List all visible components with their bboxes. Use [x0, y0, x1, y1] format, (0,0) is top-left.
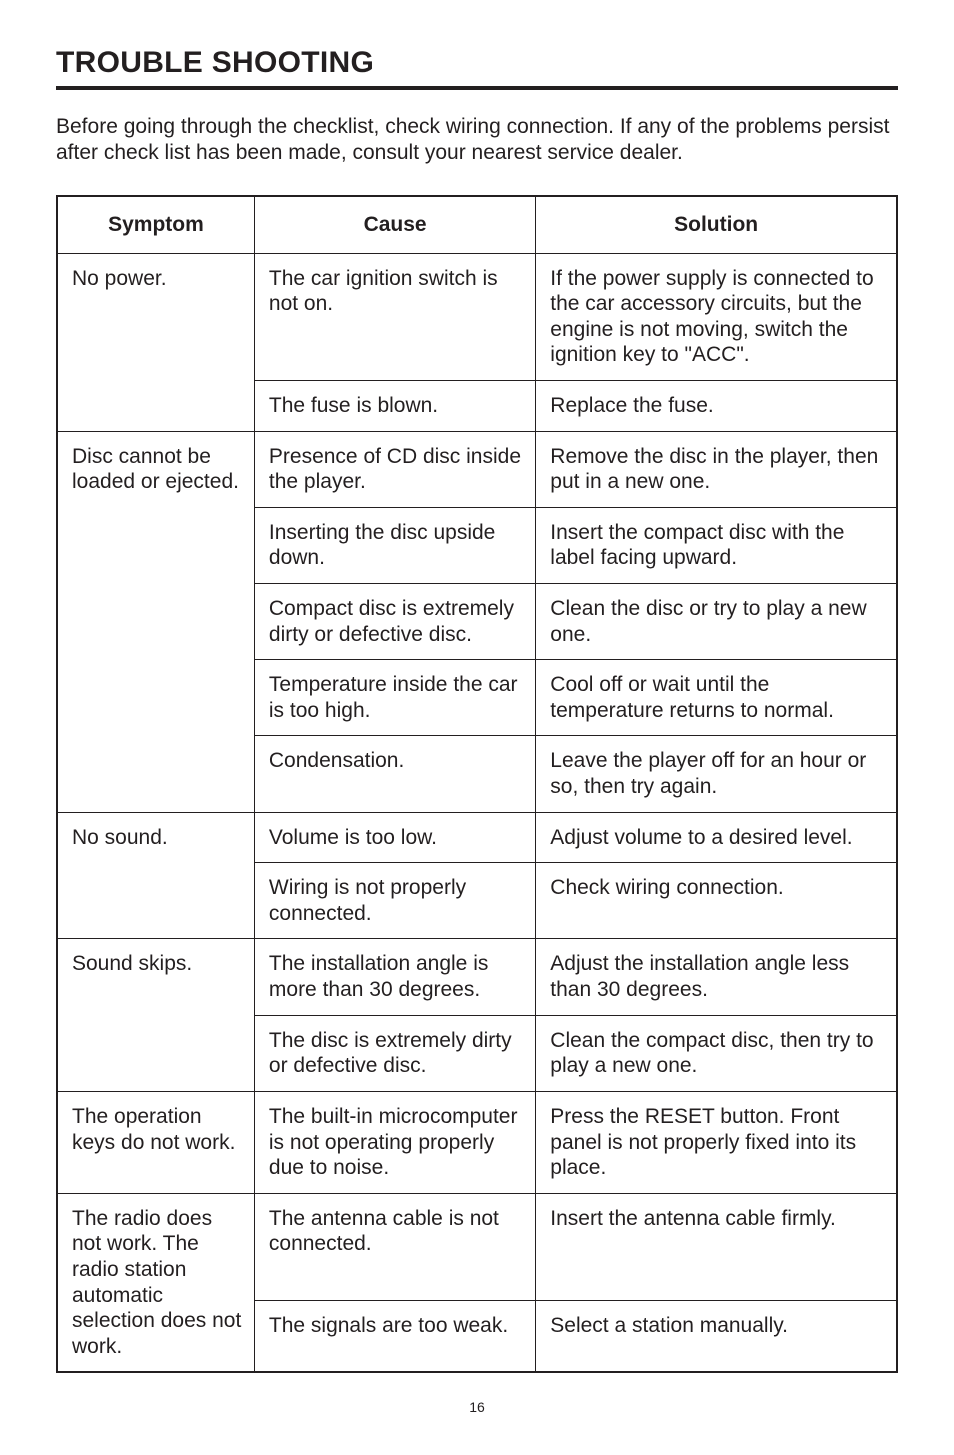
- cause-cell: Wiring is not properly connected.: [254, 863, 535, 939]
- cause-cell: The disc is extremely dirty or defective…: [254, 1015, 535, 1091]
- cause-cell: Compact disc is extremely dirty or defec…: [254, 583, 535, 659]
- intro-paragraph: Before going through the checklist, chec…: [56, 114, 898, 167]
- table-row: The radio does not work. The radio stati…: [57, 1193, 897, 1300]
- heading-rule: [56, 86, 898, 90]
- col-header-symptom: Symptom: [57, 196, 254, 254]
- symptom-cell: The operation keys do not work.: [57, 1091, 254, 1193]
- col-header-cause: Cause: [254, 196, 535, 254]
- troubleshooting-table: Symptom Cause Solution No power.The car …: [56, 195, 898, 1374]
- solution-cell: Check wiring connection.: [536, 863, 897, 939]
- table-body: No power.The car ignition switch is not …: [57, 253, 897, 1372]
- page-number: 16: [56, 1399, 898, 1415]
- page-heading: TROUBLE SHOOTING: [56, 46, 898, 80]
- table-row: No sound.Volume is too low.Adjust volume…: [57, 812, 897, 863]
- table-row: The operation keys do not work.The built…: [57, 1091, 897, 1193]
- solution-cell: Press the RESET button. Front panel is n…: [536, 1091, 897, 1193]
- cause-cell: The car ignition switch is not on.: [254, 253, 535, 380]
- table-row: No power.The car ignition switch is not …: [57, 253, 897, 380]
- cause-cell: Presence of CD disc inside the player.: [254, 431, 535, 507]
- cause-cell: The antenna cable is not connected.: [254, 1193, 535, 1300]
- cause-cell: The signals are too weak.: [254, 1300, 535, 1372]
- solution-cell: Adjust volume to a desired level.: [536, 812, 897, 863]
- symptom-cell: Sound skips.: [57, 939, 254, 1091]
- solution-cell: Clean the compact disc, then try to play…: [536, 1015, 897, 1091]
- solution-cell: If the power supply is connected to the …: [536, 253, 897, 380]
- solution-cell: Clean the disc or try to play a new one.: [536, 583, 897, 659]
- cause-cell: Temperature inside the car is too high.: [254, 660, 535, 736]
- solution-cell: Cool off or wait until the temperature r…: [536, 660, 897, 736]
- symptom-cell: No sound.: [57, 812, 254, 939]
- solution-cell: Insert the antenna cable firmly.: [536, 1193, 897, 1300]
- cause-cell: The built-in microcomputer is not operat…: [254, 1091, 535, 1193]
- solution-cell: Adjust the installation angle less than …: [536, 939, 897, 1015]
- col-header-solution: Solution: [536, 196, 897, 254]
- symptom-cell: The radio does not work. The radio stati…: [57, 1193, 254, 1372]
- cause-cell: The fuse is blown.: [254, 380, 535, 431]
- symptom-cell: No power.: [57, 253, 254, 431]
- table-row: Disc cannot be loaded or ejected.Presenc…: [57, 431, 897, 507]
- solution-cell: Leave the player off for an hour or so, …: [536, 736, 897, 812]
- solution-cell: Select a station manually.: [536, 1300, 897, 1372]
- symptom-cell: Disc cannot be loaded or ejected.: [57, 431, 254, 812]
- cause-cell: Inserting the disc upside down.: [254, 507, 535, 583]
- solution-cell: Insert the compact disc with the label f…: [536, 507, 897, 583]
- cause-cell: Condensation.: [254, 736, 535, 812]
- table-header-row: Symptom Cause Solution: [57, 196, 897, 254]
- solution-cell: Replace the fuse.: [536, 380, 897, 431]
- solution-cell: Remove the disc in the player, then put …: [536, 431, 897, 507]
- cause-cell: The installation angle is more than 30 d…: [254, 939, 535, 1015]
- cause-cell: Volume is too low.: [254, 812, 535, 863]
- table-row: Sound skips.The installation angle is mo…: [57, 939, 897, 1015]
